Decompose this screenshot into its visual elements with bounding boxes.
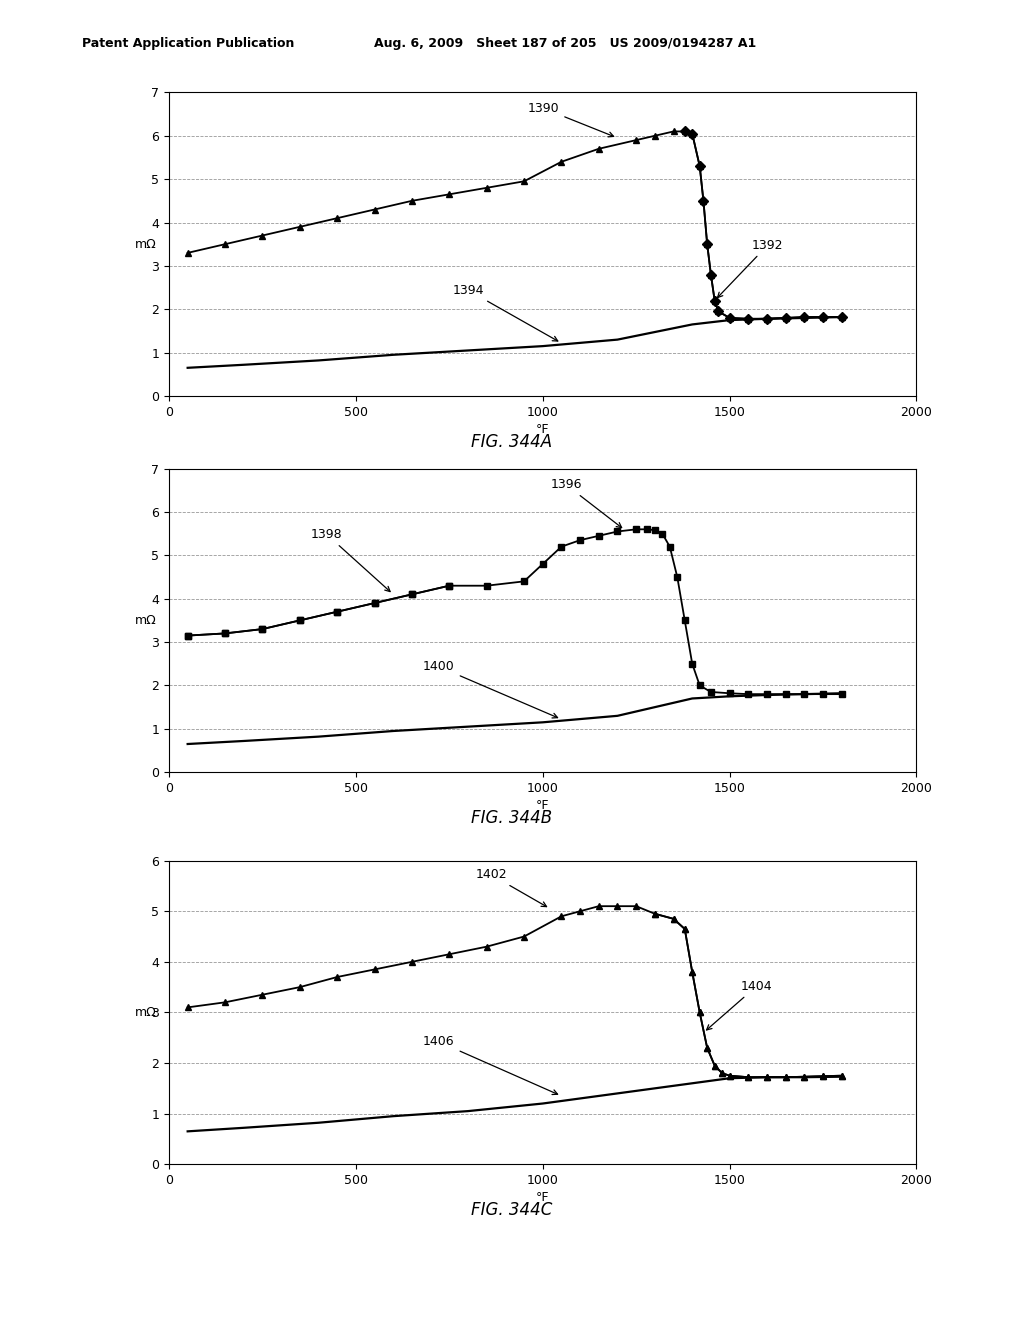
Text: Aug. 6, 2009   Sheet 187 of 205   US 2009/0194287 A1: Aug. 6, 2009 Sheet 187 of 205 US 2009/01…: [374, 37, 756, 50]
Text: 1398: 1398: [311, 528, 390, 591]
Text: 1400: 1400: [423, 660, 558, 718]
Y-axis label: mΩ: mΩ: [135, 238, 157, 251]
X-axis label: °F: °F: [536, 799, 550, 812]
Text: 1392: 1392: [718, 239, 783, 297]
Text: 1402: 1402: [475, 869, 547, 907]
Text: Patent Application Publication: Patent Application Publication: [82, 37, 294, 50]
Text: 1396: 1396: [550, 478, 622, 528]
Text: FIG. 344A: FIG. 344A: [471, 433, 553, 451]
Text: 1404: 1404: [707, 979, 772, 1030]
Text: 1406: 1406: [423, 1035, 558, 1094]
Text: FIG. 344B: FIG. 344B: [471, 809, 553, 828]
X-axis label: °F: °F: [536, 1191, 550, 1204]
Text: 1394: 1394: [453, 284, 558, 341]
Text: FIG. 344C: FIG. 344C: [471, 1201, 553, 1220]
Text: 1390: 1390: [527, 102, 613, 137]
X-axis label: °F: °F: [536, 422, 550, 436]
Y-axis label: mΩ: mΩ: [135, 614, 157, 627]
Y-axis label: mΩ: mΩ: [135, 1006, 157, 1019]
